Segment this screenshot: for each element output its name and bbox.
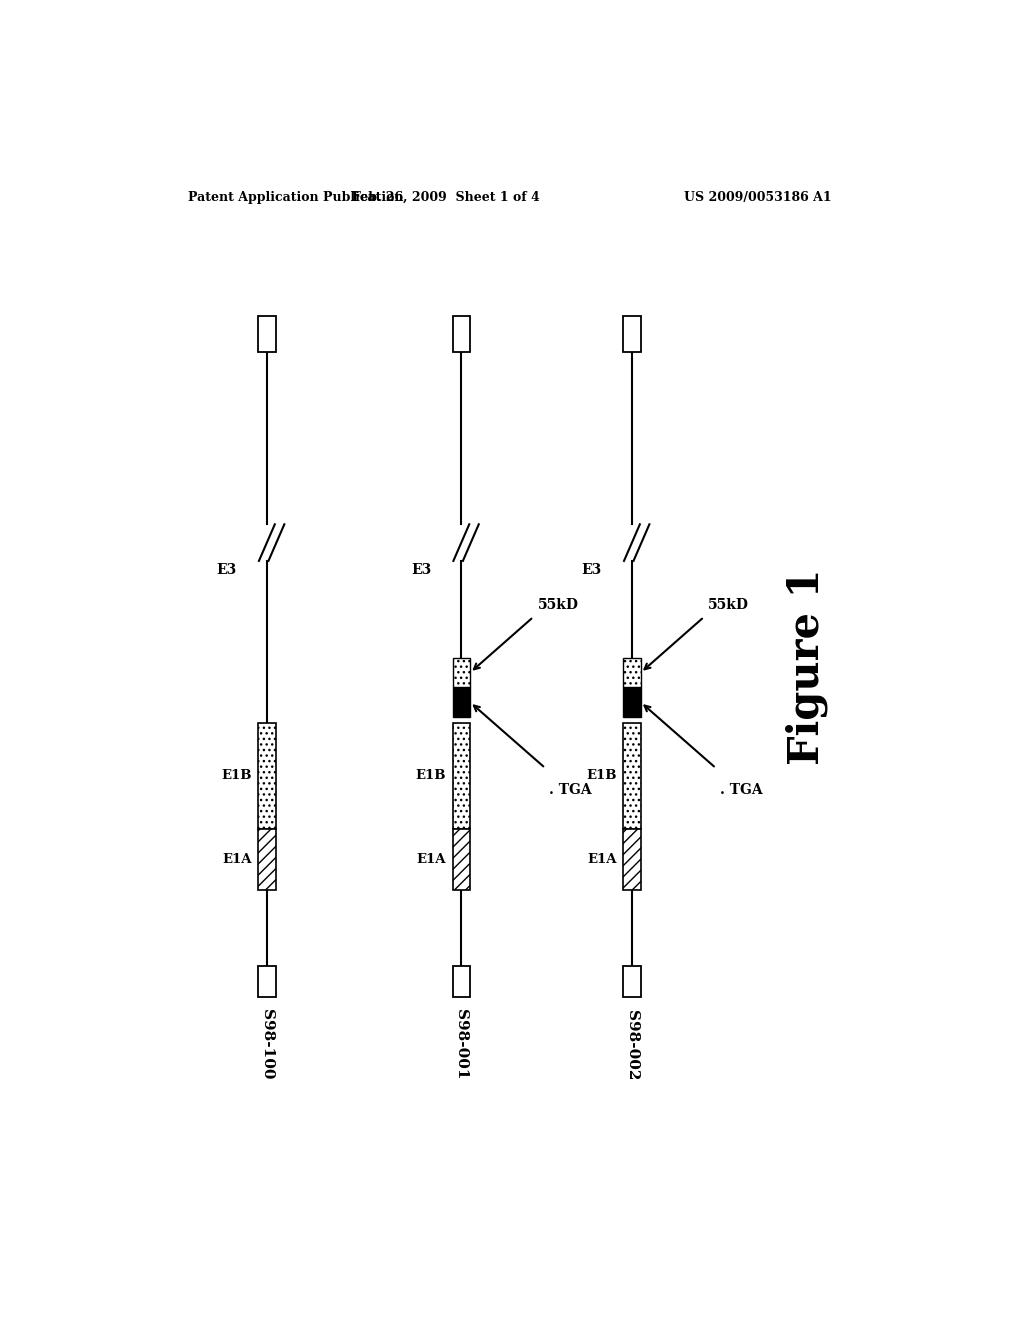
Text: . TGA: . TGA — [550, 784, 592, 797]
Bar — [258, 829, 275, 890]
Text: 55kD: 55kD — [538, 598, 579, 611]
Text: E1A: E1A — [417, 853, 446, 866]
Text: E3: E3 — [582, 564, 602, 577]
Text: Figure 1: Figure 1 — [785, 569, 827, 764]
Text: E1B: E1B — [587, 770, 616, 783]
Bar — [624, 686, 641, 718]
Text: 55kD: 55kD — [709, 598, 750, 611]
Bar — [624, 966, 641, 997]
Text: S98-001: S98-001 — [455, 1010, 468, 1080]
Bar — [453, 686, 470, 718]
Bar — [258, 966, 275, 997]
Bar — [258, 722, 275, 829]
Bar — [624, 315, 641, 351]
Text: E1A: E1A — [222, 853, 252, 866]
Text: E3: E3 — [411, 564, 431, 577]
Bar — [624, 722, 641, 829]
Bar — [453, 722, 470, 829]
Text: E1A: E1A — [588, 853, 616, 866]
Text: E3: E3 — [216, 564, 237, 577]
Text: E1B: E1B — [221, 770, 252, 783]
Text: Feb. 26, 2009  Sheet 1 of 4: Feb. 26, 2009 Sheet 1 of 4 — [351, 190, 540, 203]
Bar — [453, 829, 470, 890]
Text: S98-002: S98-002 — [625, 1010, 639, 1080]
Bar — [453, 659, 470, 686]
Text: Patent Application Publication: Patent Application Publication — [187, 190, 403, 203]
Bar — [453, 966, 470, 997]
Bar — [453, 315, 470, 351]
Text: S98-100: S98-100 — [260, 1010, 273, 1080]
Text: E1B: E1B — [416, 770, 446, 783]
Bar — [258, 315, 275, 351]
Text: . TGA: . TGA — [720, 784, 763, 797]
Bar — [624, 829, 641, 890]
Text: US 2009/0053186 A1: US 2009/0053186 A1 — [684, 190, 831, 203]
Bar — [624, 659, 641, 686]
